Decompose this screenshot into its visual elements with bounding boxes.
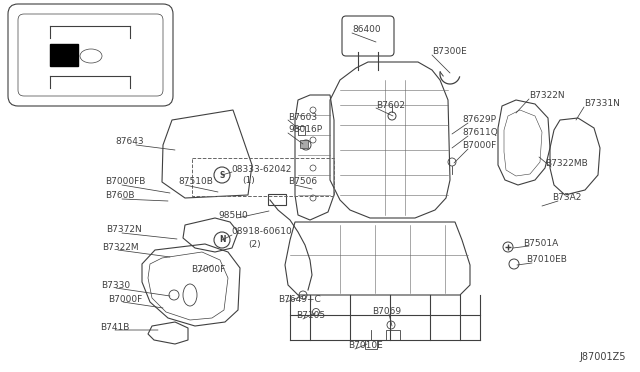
Text: (1): (1) [242, 176, 255, 186]
Text: 98016P: 98016P [288, 125, 322, 135]
Text: B7000F: B7000F [108, 295, 142, 304]
Text: B7300E: B7300E [432, 48, 467, 57]
Text: B7602: B7602 [376, 100, 405, 109]
Text: N: N [219, 235, 225, 244]
Text: B7000F: B7000F [191, 264, 225, 273]
Bar [300, 140, 308, 148]
Text: B7105: B7105 [296, 311, 325, 321]
Bar [50, 44, 78, 66]
Text: B7330: B7330 [101, 280, 130, 289]
Text: B7501A: B7501A [523, 238, 558, 247]
Text: B7000FB: B7000FB [105, 177, 145, 186]
Text: 87643: 87643 [115, 138, 143, 147]
Text: 86400: 86400 [352, 26, 381, 35]
Text: B7010E: B7010E [348, 341, 383, 350]
Text: B7069: B7069 [372, 307, 401, 315]
Text: B7506: B7506 [288, 177, 317, 186]
Bar [268, 194, 286, 205]
Bar [386, 330, 400, 340]
Text: B7331N: B7331N [584, 99, 620, 109]
Text: B7649+C: B7649+C [278, 295, 321, 304]
Text: B7322M: B7322M [102, 243, 139, 251]
Text: S: S [220, 170, 225, 180]
Text: 985H0: 985H0 [218, 211, 248, 219]
Bar [298, 126, 305, 135]
Bar [365, 340, 377, 349]
Text: B7000F: B7000F [462, 141, 496, 151]
Text: B741B: B741B [100, 323, 129, 331]
Text: B7322MB: B7322MB [545, 160, 588, 169]
Text: 08918-60610: 08918-60610 [231, 228, 292, 237]
Text: B7322N: B7322N [529, 92, 564, 100]
Bar [192, 158, 334, 196]
Text: B7603: B7603 [288, 112, 317, 122]
Text: B7010EB: B7010EB [526, 256, 567, 264]
Text: B73A2: B73A2 [552, 193, 581, 202]
Text: B760B: B760B [105, 192, 134, 201]
Text: J87001Z5: J87001Z5 [579, 352, 626, 362]
Text: 87611Q: 87611Q [462, 128, 498, 138]
Text: B7372N: B7372N [106, 225, 141, 234]
Text: 08333-62042: 08333-62042 [231, 164, 291, 173]
Text: (2): (2) [248, 240, 260, 248]
Text: 87629P: 87629P [462, 115, 496, 125]
Text: 87510B: 87510B [178, 177, 213, 186]
